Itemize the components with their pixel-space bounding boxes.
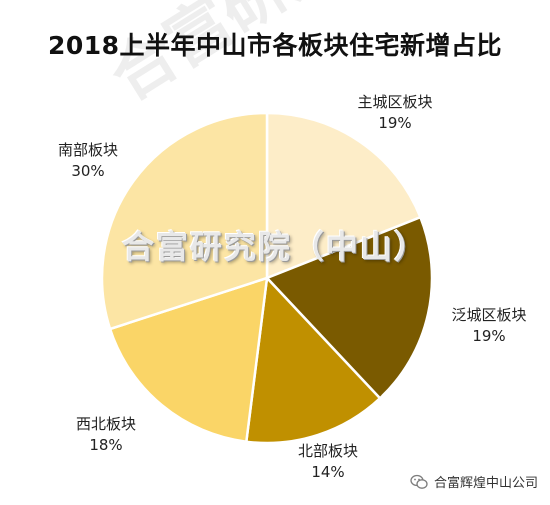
pie-slice-1 bbox=[265, 111, 423, 280]
slice-percent-label: 18% bbox=[89, 436, 122, 454]
pie-slice-5 bbox=[100, 111, 269, 331]
pie-slice-2 bbox=[264, 215, 434, 401]
slice-name-label: 主城区板块 bbox=[357, 93, 432, 111]
slice-percent-label: 19% bbox=[378, 114, 411, 132]
slice-name-label: 南部板块 bbox=[58, 141, 118, 159]
slice-percent-label: 30% bbox=[71, 162, 104, 180]
pie-slice-3 bbox=[244, 275, 382, 445]
pie-slice-4 bbox=[108, 276, 269, 444]
slice-percent-label: 19% bbox=[472, 327, 505, 345]
chart-title: 2018上半年中山市各板块住宅新增占比 bbox=[47, 31, 503, 60]
slice-name-label: 泛城区板块 bbox=[451, 306, 526, 324]
slice-percent-label: 14% bbox=[311, 463, 344, 481]
account-name: 合富辉煌中山公司 bbox=[433, 476, 538, 491]
slice-name-label: 北部板块 bbox=[298, 442, 358, 460]
wechat-icon bbox=[410, 474, 428, 490]
slice-name-label: 西北板块 bbox=[76, 415, 136, 433]
footer-account: 合富辉煌中山公司 bbox=[410, 472, 538, 491]
